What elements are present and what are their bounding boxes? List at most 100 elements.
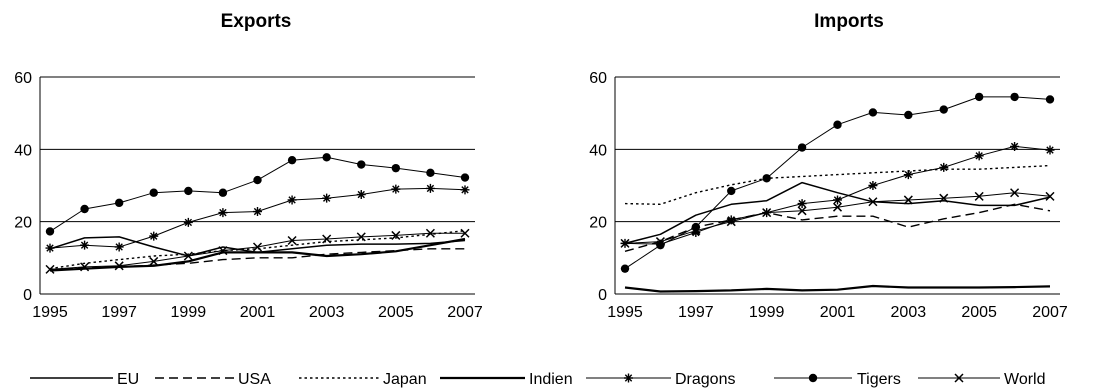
imports-y-tick-label: 0 — [598, 287, 607, 304]
exports-point-dragons — [253, 207, 262, 217]
exports-point-tigers — [391, 163, 401, 173]
imports-x-tick-label: 2001 — [820, 304, 856, 321]
imports-series-japan — [624, 164, 1051, 206]
imports-point-world — [974, 191, 984, 201]
legend: EU USA Japan Indien Dragons Tigers World — [30, 371, 1046, 388]
imports-point-world — [903, 195, 913, 205]
exports-series-japan — [49, 230, 466, 270]
imports-series-tigers — [620, 92, 1055, 273]
legend-label-eu: EU — [117, 371, 139, 388]
exports-point-dragons — [322, 193, 332, 203]
exports-point-world — [80, 262, 90, 272]
exports-point-dragons — [287, 195, 297, 205]
legend-label-indien: Indien — [529, 371, 573, 388]
exports-y-tick-label: 40 — [14, 142, 32, 159]
exports-point-world — [391, 230, 401, 240]
exports-point-world — [287, 235, 297, 246]
imports-point-world — [868, 197, 878, 207]
exports-y-tick-label: 60 — [14, 70, 32, 87]
imports-point-dragons — [1010, 141, 1020, 151]
exports-point-dragons — [183, 217, 193, 227]
exports-point-tigers — [287, 155, 297, 165]
imports-series-line-usa — [624, 203, 1051, 252]
exports-point-tigers — [322, 153, 331, 162]
imports-point-tigers — [1010, 92, 1019, 102]
imports-point-dragons — [797, 199, 807, 209]
exports-point-dragons — [218, 208, 228, 218]
imports-point-tigers — [833, 120, 842, 129]
exports-series-dragons — [45, 183, 470, 253]
imports-x-tick-label: 2005 — [961, 304, 997, 321]
legend-marker-world — [954, 373, 964, 383]
exports-point-world — [218, 246, 228, 256]
imports-point-tigers — [974, 92, 984, 102]
legend-marker-dragons — [624, 373, 633, 383]
imports-point-dragons — [974, 151, 984, 161]
imports-point-world — [620, 238, 630, 248]
exports-x-tick-label: 1997 — [101, 304, 137, 321]
imports-series-world — [620, 188, 1055, 248]
imports-point-tigers — [727, 186, 736, 196]
imports-point-tigers — [1045, 95, 1055, 104]
exports-point-world — [149, 256, 159, 266]
exports-point-dragons — [460, 185, 470, 195]
exports-x-tick-label: 2003 — [309, 304, 345, 321]
exports-series-indien — [49, 237, 466, 272]
exports-point-tigers — [149, 188, 158, 197]
imports-series-indien — [624, 284, 1051, 293]
exports-point-world — [114, 261, 124, 271]
imports-point-world — [797, 206, 807, 216]
imports-point-dragons — [939, 162, 949, 172]
exports-point-world — [252, 242, 263, 252]
imports-y-tick-label: 40 — [589, 142, 607, 159]
exports-point-dragons — [80, 240, 90, 250]
imports-point-tigers — [797, 143, 807, 152]
imports-point-tigers — [762, 174, 771, 183]
imports-series-line-eu — [624, 181, 1051, 245]
imports-point-tigers — [904, 110, 913, 120]
exports-series-line-dragons — [49, 187, 466, 249]
exports-x-tick-label: 1999 — [171, 304, 207, 321]
imports-series-usa — [624, 203, 1051, 252]
exports-x-tick-label: 2001 — [240, 304, 276, 321]
exports-point-dragons — [425, 183, 435, 193]
exports-series-line-japan — [49, 230, 466, 270]
exports-point-tigers — [426, 168, 435, 178]
imports-point-world — [1010, 188, 1020, 198]
exports-point-tigers — [45, 227, 55, 236]
exports-point-dragons — [391, 184, 401, 194]
imports-point-world — [1045, 191, 1055, 201]
exports-point-tigers — [460, 173, 470, 182]
imports-point-world — [691, 226, 701, 236]
exports-y-tick-label: 20 — [14, 215, 32, 232]
imports-point-dragons — [903, 170, 913, 180]
exports-point-world — [322, 234, 332, 244]
imports-x-tick-label: 1995 — [607, 304, 643, 321]
imports-point-dragons — [833, 195, 842, 205]
exports-point-world — [45, 264, 55, 274]
exports-x-tick-label: 2007 — [447, 304, 483, 321]
exports-series-tigers — [45, 153, 470, 236]
imports-point-dragons — [1045, 145, 1055, 155]
imports-point-world — [832, 202, 843, 212]
imports-point-dragons — [691, 228, 701, 238]
imports-point-tigers — [868, 108, 878, 117]
imports-x-tick-label: 2003 — [891, 304, 927, 321]
exports-point-world — [425, 228, 435, 238]
imports-point-world — [655, 237, 665, 247]
legend-label-usa: USA — [238, 371, 271, 388]
imports-y-tick-label: 20 — [589, 215, 607, 232]
imports-point-tigers — [939, 105, 948, 114]
exports-x-tick-label: 1995 — [32, 304, 68, 321]
exports-series-line-tigers — [49, 156, 466, 232]
imports-x-tick-label: 1999 — [749, 304, 785, 321]
exports-point-dragons — [356, 190, 366, 200]
exports-point-tigers — [218, 188, 228, 197]
legend-marker-tigers — [808, 373, 818, 383]
exports-point-dragons — [114, 242, 124, 252]
imports-point-world — [726, 217, 736, 227]
imports-x-tick-label: 2007 — [1032, 304, 1068, 321]
legend-label-tigers: Tigers — [857, 371, 901, 388]
imports-series-line-japan — [624, 164, 1051, 206]
